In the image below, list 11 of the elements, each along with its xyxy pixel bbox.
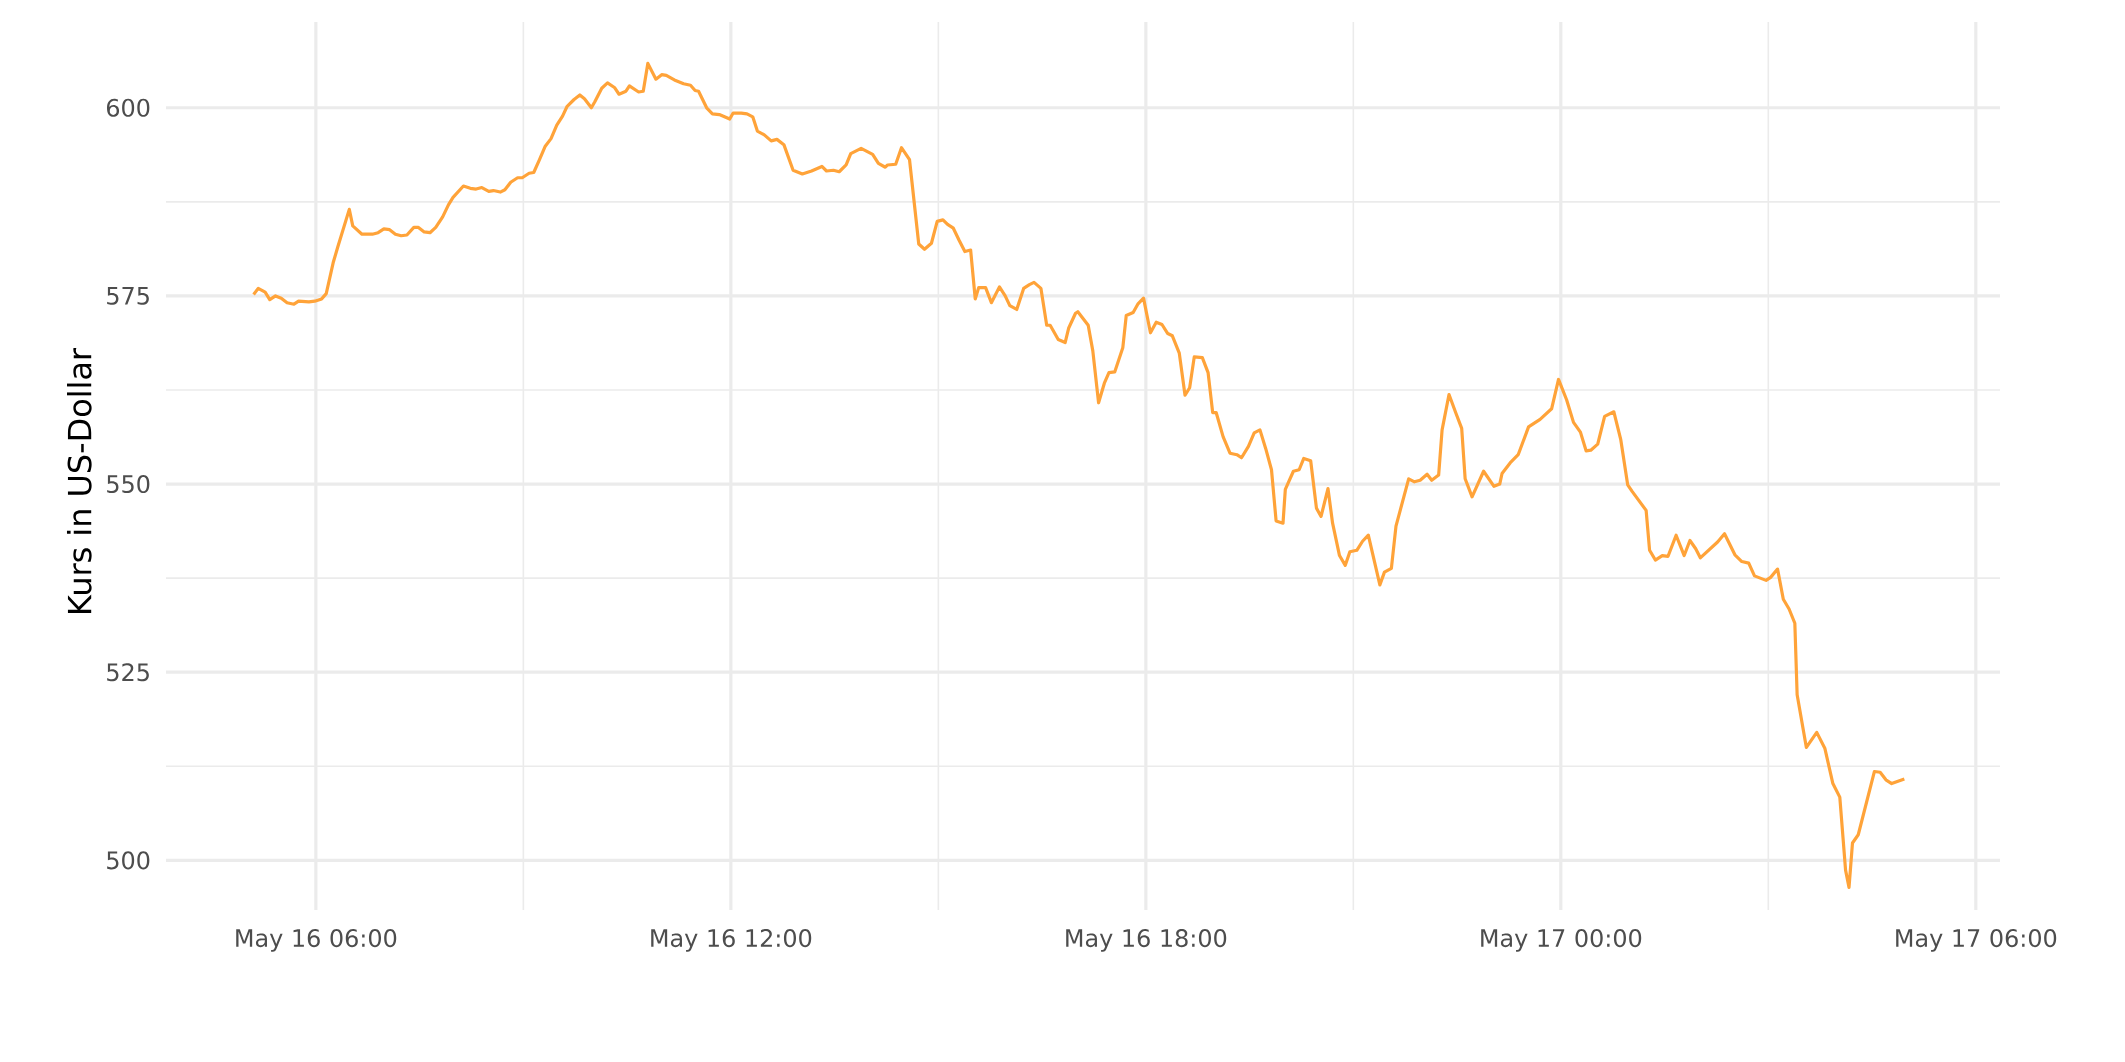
y-tick-label: 550: [107, 475, 150, 494]
y-tick-label: 500: [107, 851, 150, 870]
x-tick-label: May 16 06:00: [236, 929, 397, 952]
x-tick-label: May 16 18:00: [1066, 929, 1227, 952]
y-tick-label: 600: [106, 98, 150, 117]
y-axis-title: Kurs in US-Dollar: [66, 347, 92, 613]
x-tick-label: May 16 12:00: [651, 929, 812, 952]
y-tick-label: 575: [107, 287, 149, 305]
x-tick-label: May 17 06:00: [1896, 929, 2057, 952]
y-tick-label: 525: [107, 663, 149, 682]
x-tick-label: May 17 00:00: [1481, 929, 1642, 952]
